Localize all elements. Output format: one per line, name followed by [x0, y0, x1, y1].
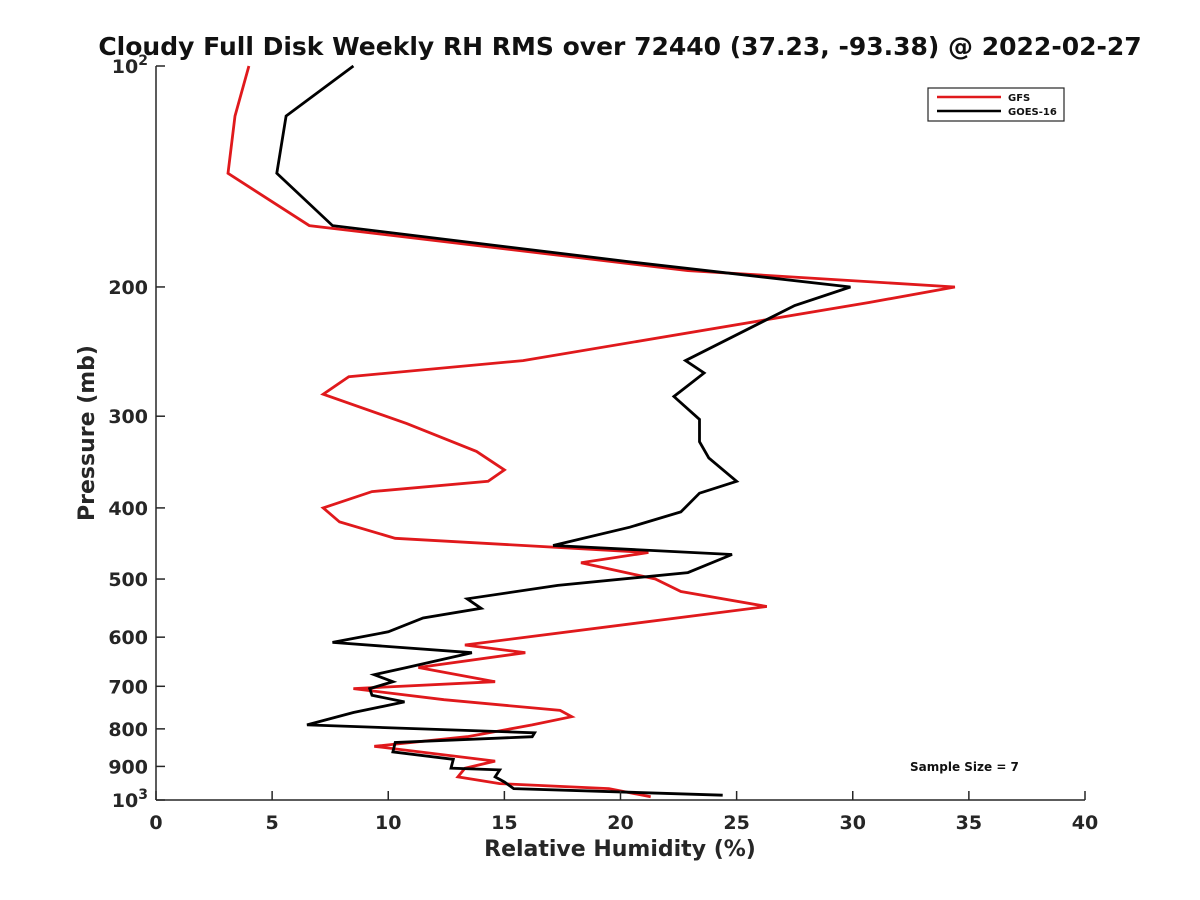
x-tick-label: 15: [491, 812, 517, 834]
y-tick-label: 500: [108, 569, 148, 591]
y-tick-label: 900: [108, 756, 148, 778]
legend-label-goes16: GOES-16: [1008, 107, 1057, 118]
y-tick-label: 600: [108, 627, 148, 649]
x-tick-label: 0: [149, 812, 162, 834]
series-line-goes16: [275, 64, 851, 797]
y-tick-label: 400: [108, 498, 148, 520]
y-tick-label: 102: [112, 53, 148, 78]
x-tick-label: 25: [723, 812, 749, 834]
x-tick-label: 20: [607, 812, 633, 834]
x-tick-label: 40: [1072, 812, 1098, 834]
sample-size-annotation: Sample Size = 7: [910, 760, 1019, 774]
x-tick-label: 30: [840, 812, 866, 834]
y-tick-label: 800: [108, 719, 148, 741]
plot-lines: [226, 64, 956, 799]
x-axis-label: Relative Humidity (%): [484, 837, 756, 862]
y-tick-label: 200: [108, 277, 148, 299]
y-tick-label: 300: [108, 406, 148, 428]
y-axis-label: Pressure (mb): [75, 345, 100, 521]
legend-box: [927, 87, 1065, 122]
y-tick-label: 103: [112, 787, 148, 812]
legend-label-gfs: GFS: [1008, 93, 1030, 104]
x-tick-label: 10: [375, 812, 401, 834]
y-tick-label: 700: [108, 676, 148, 698]
x-tick-label: 35: [956, 812, 982, 834]
x-tick-label: 5: [266, 812, 279, 834]
x-ticks: 0 5 10 15 20 25 30 35 40: [149, 791, 1098, 834]
chart-title: Cloudy Full Disk Weekly RH RMS over 7244…: [98, 32, 1141, 61]
legend: GFS GOES-16: [927, 87, 1065, 122]
y-ticks: 102 200 300 400 500 600 700 800 900 103: [108, 53, 165, 812]
